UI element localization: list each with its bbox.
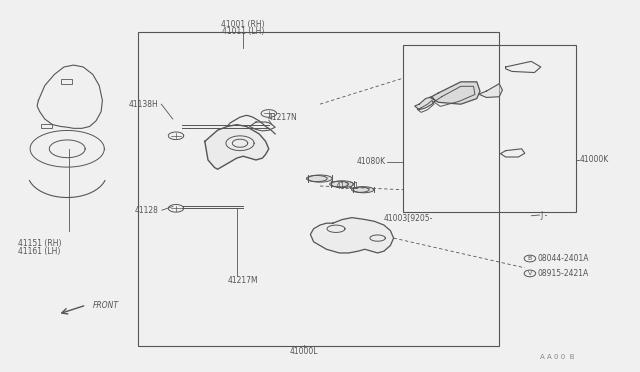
Text: A A 0 0  B: A A 0 0 B <box>540 354 574 360</box>
Polygon shape <box>310 218 394 253</box>
Text: 41217N: 41217N <box>268 113 297 122</box>
Text: 08915-2421A: 08915-2421A <box>538 269 589 278</box>
Bar <box>41 124 52 128</box>
Polygon shape <box>205 125 269 169</box>
Text: 41128: 41128 <box>135 206 159 215</box>
Text: 41121: 41121 <box>336 182 360 190</box>
Bar <box>138 32 499 346</box>
Text: 41138H: 41138H <box>129 100 159 109</box>
Text: FRONT: FRONT <box>93 301 119 310</box>
Text: 08044-2401A: 08044-2401A <box>538 254 589 263</box>
Text: 41080K: 41080K <box>356 157 385 166</box>
Ellipse shape <box>353 187 374 193</box>
Text: 41161 (LH): 41161 (LH) <box>18 247 60 256</box>
Text: 41151 (RH): 41151 (RH) <box>18 239 61 248</box>
Bar <box>61 79 72 84</box>
Bar <box>403 45 576 212</box>
Text: J -: J - <box>541 211 548 220</box>
Polygon shape <box>415 97 435 110</box>
Ellipse shape <box>332 181 354 187</box>
Text: 41000K: 41000K <box>579 155 609 164</box>
Text: 41011 (LH): 41011 (LH) <box>222 27 264 36</box>
Text: B: B <box>528 256 532 261</box>
Polygon shape <box>479 84 502 97</box>
Text: 41000L: 41000L <box>290 347 318 356</box>
Text: 41217M: 41217M <box>227 276 258 285</box>
Ellipse shape <box>308 175 332 182</box>
Text: 41003[9205-: 41003[9205- <box>384 213 433 222</box>
Polygon shape <box>430 82 480 104</box>
Text: 41001 (RH): 41001 (RH) <box>221 20 265 29</box>
Text: V: V <box>528 271 532 276</box>
